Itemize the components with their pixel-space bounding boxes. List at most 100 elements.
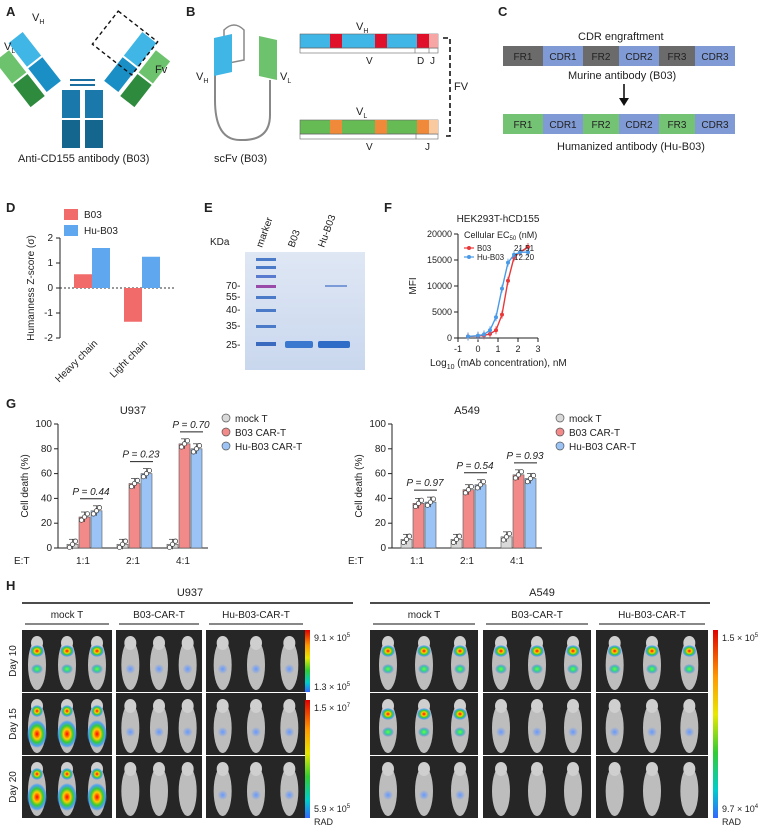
g-point	[415, 500, 422, 506]
g-bar	[412, 503, 425, 549]
g-legend-swatch	[555, 427, 565, 437]
murine-region-fr3	[659, 46, 695, 66]
g-bar	[424, 501, 437, 549]
g-title: U937	[120, 405, 146, 417]
murine-region-label: CDR1	[549, 52, 577, 63]
g-et-label: E:T	[14, 556, 30, 567]
hu-b03-band	[318, 341, 350, 348]
g-y-tick: 60	[41, 469, 53, 480]
d-legend-label: Hu-B03	[84, 226, 118, 237]
f-title: HEK293T-hCD155	[457, 214, 540, 225]
vl-label: VL	[4, 41, 15, 55]
humanized-region-label: FR2	[592, 120, 611, 131]
bar-vl-label: VL	[356, 106, 367, 120]
panel-label-c: C	[498, 4, 508, 19]
g-y-tick: 0	[380, 543, 386, 554]
f-point	[488, 328, 492, 333]
h-right-title: A549	[529, 587, 555, 599]
g-ratio-label: 2:1	[126, 556, 140, 567]
hu-b03-faint-band	[325, 285, 347, 287]
d-legend-label: B03	[84, 210, 102, 221]
g-point	[480, 479, 487, 485]
scfv-linker	[214, 62, 271, 141]
g-ratio-label: 2:1	[460, 556, 474, 567]
b03-band	[285, 341, 313, 348]
vl-gene-bar	[299, 119, 439, 140]
humanized-region-cdr1	[543, 114, 583, 134]
g-legend-label: B03 CAR-T	[235, 428, 286, 439]
fv-bracket	[443, 37, 451, 137]
svg-text:55-: 55-	[226, 292, 240, 303]
murine-region-label: FR1	[514, 52, 533, 63]
vh-j-segment: J	[430, 56, 435, 67]
g-bar	[462, 489, 475, 549]
g-point	[403, 536, 410, 542]
f-point	[466, 334, 470, 339]
murine-region-label: CDR3	[701, 52, 729, 63]
vl-j-segment: J	[425, 142, 430, 153]
d-y-tick: 1	[47, 258, 53, 269]
h-day-label: Day 15	[8, 708, 19, 740]
d-bar-hu-b03	[142, 256, 160, 288]
g-bar	[190, 448, 203, 549]
g-point	[181, 441, 188, 447]
humanized-region-fr3	[659, 114, 695, 134]
g-legend-swatch	[555, 413, 565, 423]
h-mouse-a549	[492, 766, 510, 816]
f-point	[526, 245, 530, 249]
panel-label-h: H	[6, 578, 15, 593]
f-point	[526, 250, 530, 255]
d-y-tick: 0	[47, 283, 53, 294]
panel-label-a: A	[6, 4, 16, 19]
panel-b-caption: scFv (B03)	[214, 153, 267, 165]
scfv-vh-domain	[214, 34, 232, 76]
g-y-label: Cell death (%)	[20, 454, 31, 517]
scfv-vl-label: VL	[280, 71, 291, 85]
a549-cytotoxicity-chart: A549 100 80 60 40 20 0 Cell death (%) E:T 1:1 P = …	[348, 405, 636, 567]
g-y-tick: 0	[46, 543, 52, 554]
d-y-tick: 2	[47, 233, 53, 244]
g-legend-label: mock T	[569, 414, 602, 425]
g-point	[90, 511, 97, 517]
g-point	[84, 511, 91, 517]
g-y-tick: 20	[375, 518, 387, 529]
murine-label: Murine antibody (B03)	[568, 70, 676, 82]
g-point	[465, 487, 472, 493]
g-point	[69, 541, 76, 547]
vh-gene-bar	[299, 33, 439, 54]
humanized-label: Humanized antibody (Hu-B03)	[557, 141, 705, 153]
g-point	[527, 476, 534, 482]
h-group-label: Hu-B03-CAR-T	[618, 610, 686, 621]
g-point	[406, 533, 413, 539]
g-legend-swatch	[221, 427, 231, 437]
h-mouse-a549	[564, 766, 582, 816]
f-y-tick: 20000	[427, 229, 452, 239]
g-p-value: P = 0.70	[172, 420, 210, 431]
g-y-label: Cell death (%)	[354, 454, 365, 517]
g-point	[96, 505, 103, 511]
g-legend-swatch	[221, 413, 231, 423]
f-y-tick: 10000	[427, 281, 452, 291]
g-y-tick: 100	[35, 419, 52, 430]
f-legend-ec50: 21.51	[514, 244, 535, 253]
panel-a-caption: Anti-CD155 antibody (B03)	[18, 153, 149, 165]
g-point	[450, 539, 457, 545]
h-scale3-bottom: 9.7 × 104	[722, 804, 759, 814]
h-scale2-bottom: 5.9 × 105	[314, 804, 351, 814]
f-point	[494, 328, 498, 333]
h-day-label: Day 10	[8, 645, 19, 677]
h-scale1-bottom: 1.3 × 105	[314, 682, 351, 692]
g-y-tick: 60	[375, 469, 387, 480]
d-legend-swatch	[64, 225, 78, 236]
f-legend-ec50: 12.20	[514, 253, 535, 262]
fv-label: Fv	[155, 64, 168, 76]
h-mouse-a549	[528, 766, 546, 816]
d-category-label: Light chain	[108, 338, 150, 380]
f-x-label: Log10 (mAb concentration), nM	[430, 358, 567, 371]
g-point	[412, 503, 419, 510]
d-bar-b03	[124, 288, 142, 322]
h-mouse-a549	[643, 766, 661, 816]
